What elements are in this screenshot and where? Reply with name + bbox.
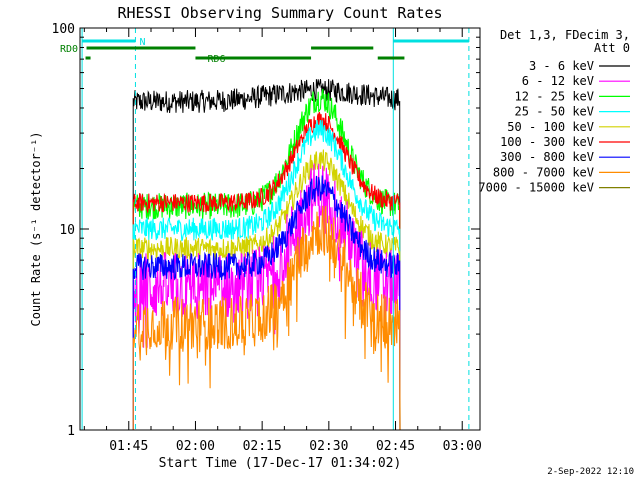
y-tick-label-2: 100 [52, 22, 75, 37]
series-line-7 [132, 205, 401, 431]
y-tick-label-1: 10 [59, 223, 75, 238]
legend-label-0: 3 - 6 keV [529, 59, 594, 73]
legend-label-5: 100 - 300 keV [500, 135, 594, 149]
x-tick-label-0: 01:45 [109, 439, 148, 454]
legend-label-3: 25 - 50 keV [515, 105, 594, 119]
legend-title-line-1: Det 1,3, FDecim 3, [500, 28, 630, 42]
x-tick-label-1: 02:00 [176, 439, 215, 454]
x-tick-label-5: 03:00 [443, 439, 482, 454]
legend-label-8: 7000 - 15000 keV [478, 181, 594, 195]
y-tick-label-0: 1 [67, 424, 75, 439]
x-axis-label: Start Time (17-Dec-17 01:34:02) [159, 456, 402, 471]
legend-label-6: 300 - 800 keV [500, 150, 594, 164]
plot-data [132, 79, 401, 431]
legend-label-4: 50 - 100 keV [507, 120, 594, 134]
chart-title: RHESSI Observing Summary Count Rates [117, 4, 442, 22]
series-line-0 [132, 79, 401, 431]
flag-label-1: RD0 [60, 44, 78, 55]
flag-label-0: N [139, 37, 145, 48]
x-tick-label-2: 02:15 [243, 439, 282, 454]
flag-label-2: RD6 [207, 54, 225, 65]
series-line-2 [132, 88, 401, 431]
y-axis-label: Count Rate (s⁻¹ detector⁻¹) [29, 131, 43, 326]
series-line-5 [132, 111, 401, 431]
series-line-3 [132, 119, 401, 431]
series-line-6 [132, 175, 401, 431]
footer-timestamp: 2-Sep-2022 12:10 [547, 467, 634, 477]
plot-overlays: N RD0 RD6 [60, 28, 470, 430]
series-line-4 [132, 149, 401, 431]
legend-title-line-2: Att 0 [594, 41, 630, 55]
legend-label-1: 6 - 12 keV [522, 74, 594, 88]
legend-label-2: 12 - 25 keV [515, 89, 594, 103]
x-tick-label-4: 02:45 [376, 439, 415, 454]
axis-ticks: 01:45 02:00 02:15 02:30 02:45 03:00 1 10 100 [52, 22, 482, 454]
legend-label-7: 800 - 7000 keV [493, 165, 594, 179]
x-tick-label-3: 02:30 [309, 439, 348, 454]
